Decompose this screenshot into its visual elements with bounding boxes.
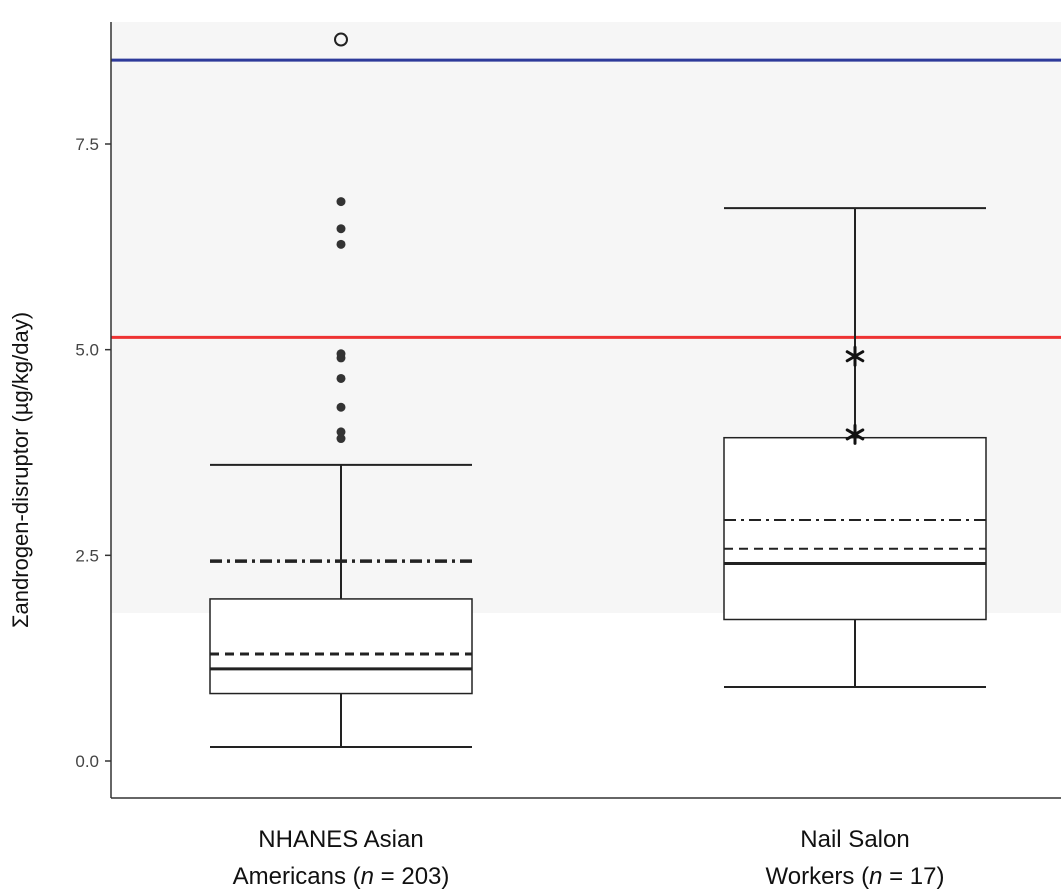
y-tick-label-1: 2.5 (75, 546, 99, 565)
boxes-layer (209, 32, 987, 749)
iqr-box-1 (209, 598, 473, 695)
y-axis-label: Σandrogen-disruptor (µg/kg/day) (8, 312, 33, 628)
outlier-dot-1-7 (336, 239, 346, 249)
reference-lines-layer (111, 58, 1061, 339)
outlier-dot-1-8 (336, 224, 346, 234)
outlier-star-2-2 (845, 345, 865, 367)
outlier-star-2-1 (845, 423, 865, 445)
category-label-nail-salon-line1: Nail Salon (800, 826, 909, 853)
y-tick-label-3: 7.5 (75, 135, 99, 154)
y-tick-label-2: 5.0 (75, 341, 99, 360)
outlier-dot-1-4 (336, 373, 346, 383)
outlier-dot-1-9 (336, 197, 346, 207)
outlier-dot-1-1 (336, 434, 346, 444)
star-stroke (845, 428, 865, 441)
outlier-circle-1-1 (334, 32, 348, 47)
outlier-dot-1-3 (336, 402, 346, 412)
box-group-1 (209, 32, 473, 749)
iqr-box-2 (723, 436, 987, 621)
outlier-dot-1-2 (336, 427, 346, 437)
box-group-2 (723, 207, 987, 688)
category-label-nhanes-line1: NHANES Asian (258, 826, 423, 853)
star-stroke (845, 350, 865, 363)
y-ticks-layer: 0.0 2.5 5.0 7.5 (75, 135, 111, 771)
category-label-nail-salon-line2: Workers (n = 17) (766, 863, 945, 890)
outlier-dot-1-6 (336, 349, 346, 359)
axes-layer (110, 22, 1061, 799)
category-label-nhanes-line2: Americans (n = 203) (233, 863, 450, 890)
category-labels-layer: NHANES Asian Americans (n = 203) Nail Sa… (233, 826, 945, 890)
y-tick-label-0: 0.0 (75, 752, 99, 771)
